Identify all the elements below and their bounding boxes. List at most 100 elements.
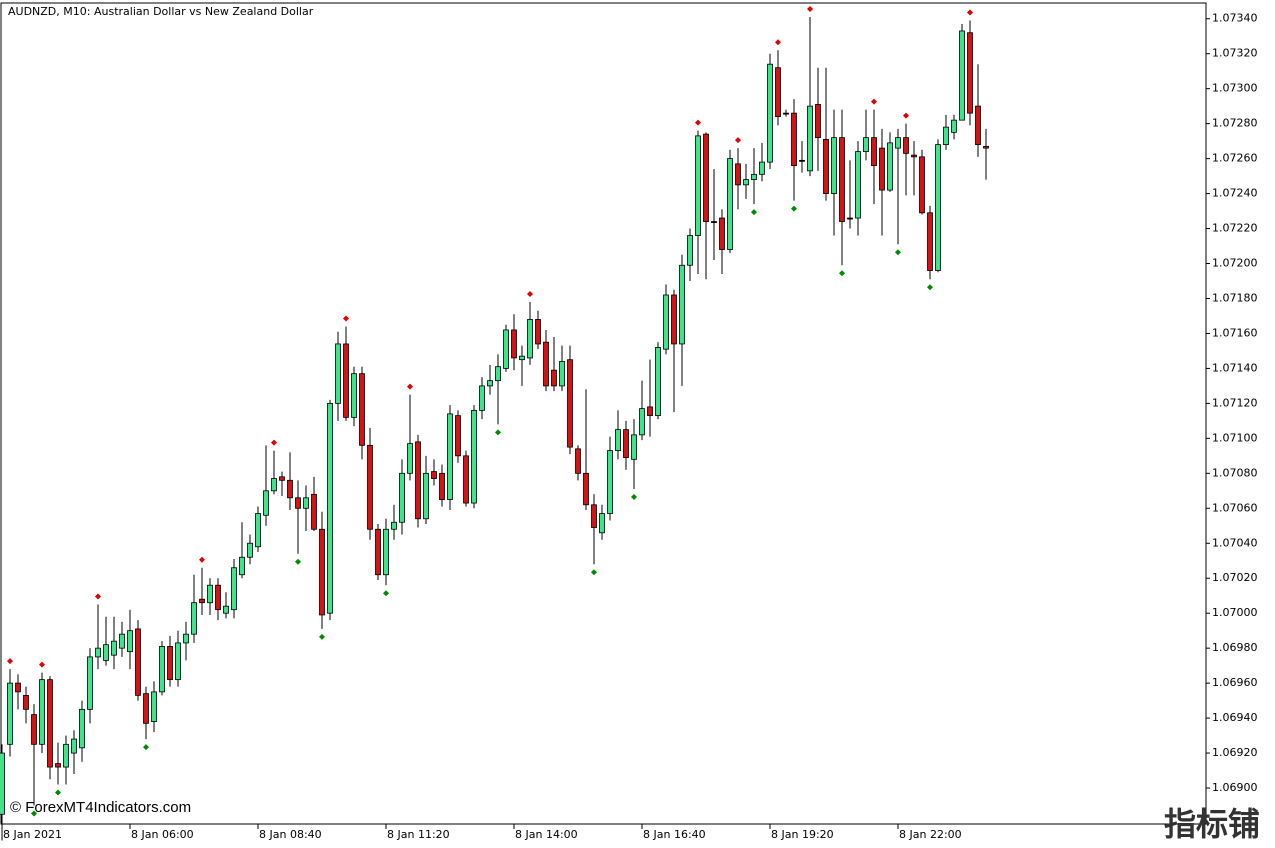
chart-title: AUDNZD, M10: Australian Dollar vs New Ze…	[8, 5, 314, 18]
candle-body	[719, 217, 725, 250]
candle-body	[263, 490, 269, 516]
candle-body	[367, 444, 373, 530]
fractal-marker	[631, 494, 637, 501]
candle-body	[503, 329, 509, 369]
candle-body	[87, 656, 93, 710]
fractal-marker	[895, 249, 901, 256]
y-tick-label: 1.06940	[1212, 711, 1258, 724]
candle-body	[215, 584, 221, 611]
x-tick-label: 8 Jan 22:00	[899, 828, 962, 841]
candle-body	[311, 493, 317, 530]
candle-body	[919, 156, 925, 214]
candle-body	[839, 137, 845, 222]
candle-body	[279, 476, 285, 481]
candle-body	[63, 743, 69, 768]
candle-body	[383, 528, 389, 576]
candle-body	[375, 528, 381, 576]
candle-body	[31, 714, 37, 745]
y-tick-label: 1.07080	[1212, 466, 1258, 479]
y-tick-label: 1.07000	[1212, 606, 1258, 619]
candle-body	[559, 361, 565, 387]
candle-body	[391, 521, 397, 530]
fractal-marker	[903, 112, 909, 119]
candle-body	[751, 173, 757, 180]
y-tick-label: 1.07200	[1212, 257, 1258, 270]
candle-body	[975, 105, 981, 146]
candle-body	[399, 472, 405, 523]
corner-mark: 指标铺	[1164, 805, 1260, 843]
candle-body	[927, 212, 933, 271]
candle-body	[167, 646, 173, 681]
fractal-marker	[407, 383, 413, 390]
y-tick-label: 1.07340	[1212, 12, 1258, 25]
candle-body	[175, 642, 181, 681]
fractal-marker	[55, 789, 61, 796]
y-tick-label: 1.06980	[1212, 641, 1258, 654]
candle-body	[687, 235, 693, 266]
candle-body	[903, 137, 909, 154]
watermark: © ForexMT4Indicators.com	[10, 799, 191, 816]
candle-body	[407, 443, 413, 474]
candle-body	[567, 359, 573, 448]
candle-body	[911, 154, 917, 158]
candle-body	[591, 504, 597, 528]
candle-body	[527, 319, 533, 359]
x-tick-label: 8 Jan 08:40	[259, 828, 322, 841]
candle-body	[71, 738, 77, 754]
candle-body	[535, 319, 541, 345]
candle-body	[39, 679, 45, 745]
candle-body	[775, 67, 781, 118]
candle-body	[0, 752, 5, 815]
candle-body	[95, 647, 101, 658]
candle-body	[711, 221, 717, 223]
candle-body	[431, 471, 437, 479]
fractal-marker	[271, 439, 277, 446]
x-tick-label: 8 Jan 2021	[3, 828, 62, 841]
x-tick-label: 8 Jan 19:20	[771, 828, 834, 841]
candle-body	[783, 112, 789, 115]
fractal-marker	[295, 558, 301, 565]
candle-body	[423, 472, 429, 520]
candle-body	[639, 408, 645, 436]
fractal-marker	[95, 593, 101, 600]
candle-body	[967, 32, 973, 114]
candle-body	[631, 434, 637, 460]
candle-body	[239, 556, 245, 576]
y-tick-label: 1.07300	[1212, 82, 1258, 95]
candle-body	[951, 119, 957, 133]
candle-body	[855, 151, 861, 219]
candle-body	[231, 567, 237, 611]
candle-body	[943, 126, 949, 146]
y-tick-label: 1.07260	[1212, 152, 1258, 165]
candle-body	[647, 406, 653, 417]
y-tick-label: 1.06960	[1212, 676, 1258, 689]
y-tick-label: 1.06920	[1212, 746, 1258, 759]
x-tick-label: 8 Jan 06:00	[131, 828, 194, 841]
candle-body	[159, 646, 165, 693]
candle-body	[255, 513, 261, 548]
fractal-marker	[199, 556, 205, 563]
fractal-marker	[343, 315, 349, 322]
y-tick-label: 1.07060	[1212, 501, 1258, 514]
y-tick-label: 1.07100	[1212, 431, 1258, 444]
candle-body	[767, 63, 773, 163]
candle-body	[703, 133, 709, 222]
fractal-marker	[319, 633, 325, 640]
y-tick-label: 1.07040	[1212, 536, 1258, 549]
fractal-marker	[695, 119, 701, 126]
fractal-marker	[143, 744, 149, 751]
x-tick-label: 8 Jan 11:20	[387, 828, 450, 841]
candle-body	[879, 147, 885, 191]
candle-body	[863, 137, 869, 153]
fractal-marker	[31, 810, 37, 817]
fractal-marker	[791, 205, 797, 212]
candle-body	[463, 455, 469, 504]
fractal-marker	[735, 137, 741, 144]
fractal-marker	[775, 39, 781, 46]
candle-body	[183, 633, 189, 644]
candle-body	[983, 145, 989, 149]
candle-body	[7, 682, 13, 745]
candle-body	[615, 429, 621, 451]
candle-body	[447, 413, 453, 500]
